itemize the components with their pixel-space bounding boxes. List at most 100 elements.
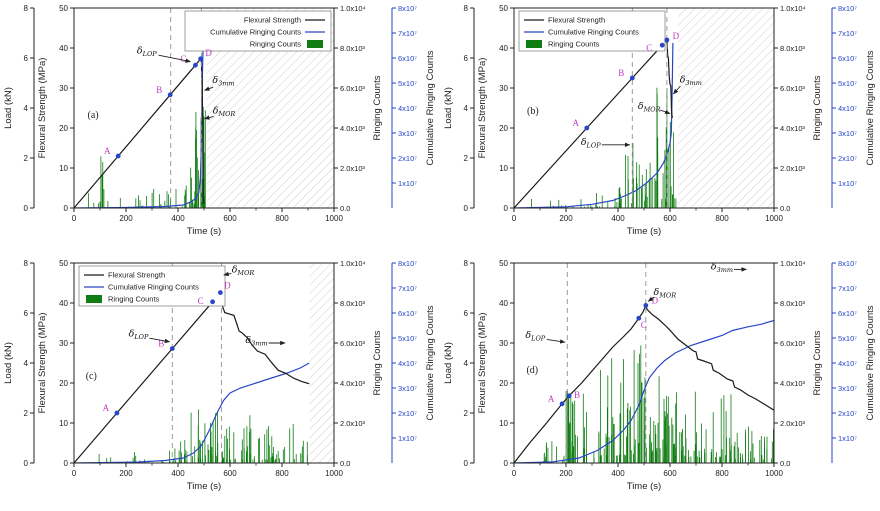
svg-text:800: 800 (275, 469, 289, 478)
svg-text:8.0x10³: 8.0x10³ (780, 299, 806, 308)
svg-text:200: 200 (559, 214, 573, 223)
svg-text:20: 20 (499, 124, 508, 133)
svg-text:δLOP: δLOP (137, 46, 157, 59)
svg-text:δLOP: δLOP (581, 137, 601, 150)
svg-text:Ringing Counts: Ringing Counts (108, 295, 160, 304)
svg-text:C: C (646, 43, 652, 53)
svg-text:30: 30 (59, 84, 68, 93)
svg-text:7x10⁷: 7x10⁷ (398, 29, 417, 38)
svg-text:D: D (224, 281, 231, 291)
svg-text:4x10⁷: 4x10⁷ (838, 104, 857, 113)
subplot-c-chart: 0 200 400 600 800 1000 0 10 20 30 40 50 0 2 4 6 8 0.0 2.0x… (3, 259, 436, 492)
svg-text:C: C (641, 320, 647, 330)
svg-text:0.0: 0.0 (780, 459, 790, 468)
svg-text:2.0x10³: 2.0x10³ (340, 164, 366, 173)
svg-text:50: 50 (59, 259, 68, 268)
svg-text:2x10⁷: 2x10⁷ (838, 154, 857, 163)
svg-text:Load (kN): Load (kN) (3, 342, 14, 384)
svg-text:6: 6 (24, 309, 29, 318)
svg-text:Flexural Strength (MPa): Flexural Strength (MPa) (477, 313, 488, 414)
svg-text:δMOR: δMOR (638, 101, 661, 114)
svg-text:3x10⁷: 3x10⁷ (838, 129, 857, 138)
svg-text:Time (s): Time (s) (627, 226, 661, 237)
svg-text:1000: 1000 (325, 214, 343, 223)
svg-text:δLOP: δLOP (525, 330, 545, 343)
svg-text:5x10⁷: 5x10⁷ (838, 79, 857, 88)
svg-text:10: 10 (499, 419, 508, 428)
svg-text:8: 8 (464, 259, 469, 268)
svg-text:200: 200 (119, 214, 133, 223)
svg-text:2x10⁷: 2x10⁷ (398, 409, 417, 418)
svg-text:4: 4 (464, 104, 469, 113)
svg-text:1x10⁷: 1x10⁷ (398, 434, 417, 443)
svg-text:Flexural Strength (MPa): Flexural Strength (MPa) (477, 58, 488, 159)
svg-text:600: 600 (223, 469, 237, 478)
svg-text:10: 10 (59, 419, 68, 428)
svg-text:6x10⁷: 6x10⁷ (398, 309, 417, 318)
svg-text:4.0x10³: 4.0x10³ (340, 379, 366, 388)
svg-text:8: 8 (464, 4, 469, 13)
svg-text:0: 0 (72, 469, 77, 478)
svg-text:8.0x10³: 8.0x10³ (340, 299, 366, 308)
svg-text:D: D (205, 48, 212, 58)
svg-text:Ringing Counts: Ringing Counts (812, 330, 823, 395)
svg-text:A: A (104, 146, 111, 156)
svg-text:Cumulative Ringing Counts: Cumulative Ringing Counts (865, 305, 876, 420)
svg-text:400: 400 (611, 469, 625, 478)
svg-text:4x10⁷: 4x10⁷ (398, 104, 417, 113)
svg-text:Flexural Strength (MPa): Flexural Strength (MPa) (37, 313, 48, 414)
svg-text:D: D (673, 31, 680, 41)
svg-text:600: 600 (663, 469, 677, 478)
svg-text:6: 6 (464, 309, 469, 318)
svg-text:δMOR: δMOR (232, 265, 255, 278)
svg-text:7x10⁷: 7x10⁷ (398, 284, 417, 293)
svg-text:Cumulative Ringing Counts: Cumulative Ringing Counts (108, 283, 199, 292)
svg-text:50: 50 (59, 4, 68, 13)
svg-text:40: 40 (59, 44, 68, 53)
svg-text:30: 30 (499, 339, 508, 348)
svg-text:1.0x10⁴: 1.0x10⁴ (340, 4, 366, 13)
svg-text:600: 600 (223, 214, 237, 223)
svg-text:1000: 1000 (765, 214, 783, 223)
svg-text:0: 0 (504, 459, 509, 468)
svg-text:4x10⁷: 4x10⁷ (398, 359, 417, 368)
svg-text:0: 0 (512, 214, 517, 223)
svg-text:1x10⁷: 1x10⁷ (838, 434, 857, 443)
svg-text:Time (s): Time (s) (627, 481, 661, 492)
svg-text:0: 0 (464, 204, 469, 213)
svg-text:20: 20 (499, 379, 508, 388)
svg-text:0.0: 0.0 (340, 204, 350, 213)
svg-text:Flexural Strength: Flexural Strength (108, 271, 165, 280)
svg-text:6x10⁷: 6x10⁷ (398, 54, 417, 63)
svg-text:2: 2 (464, 409, 469, 418)
svg-text:3x10⁷: 3x10⁷ (398, 384, 417, 393)
subplot-d-chart: 0 200 400 600 800 1000 0 10 20 30 40 50 0 2 4 6 8 0.0 2.0x… (443, 259, 876, 492)
svg-text:3x10⁷: 3x10⁷ (398, 129, 417, 138)
svg-text:400: 400 (171, 469, 185, 478)
svg-text:4x10⁷: 4x10⁷ (838, 359, 857, 368)
svg-text:D: D (652, 295, 659, 305)
svg-text:5x10⁷: 5x10⁷ (398, 79, 417, 88)
svg-text:200: 200 (559, 469, 573, 478)
svg-text:Ringing Counts: Ringing Counts (372, 75, 383, 140)
svg-text:6: 6 (24, 54, 29, 63)
svg-text:30: 30 (499, 84, 508, 93)
svg-text:800: 800 (715, 469, 729, 478)
svg-text:Time (s): Time (s) (187, 481, 221, 492)
svg-text:4.0x10³: 4.0x10³ (780, 124, 806, 133)
svg-text:Flexural Strength: Flexural Strength (244, 16, 301, 25)
svg-text:(d): (d) (526, 365, 538, 376)
svg-text:δ3mm: δ3mm (212, 75, 234, 88)
svg-text:6.0x10³: 6.0x10³ (340, 84, 366, 93)
svg-text:Cumulative Ringing Counts: Cumulative Ringing Counts (548, 28, 639, 37)
svg-text:0: 0 (72, 214, 77, 223)
svg-text:B: B (156, 85, 162, 95)
svg-text:δ3mm: δ3mm (711, 261, 733, 274)
svg-text:10: 10 (499, 164, 508, 173)
svg-text:2.0x10³: 2.0x10³ (780, 419, 806, 428)
svg-text:6x10⁷: 6x10⁷ (838, 309, 857, 318)
svg-text:δ3mm: δ3mm (680, 74, 702, 87)
svg-text:0: 0 (24, 459, 29, 468)
svg-text:Cumulative Ringing Counts: Cumulative Ringing Counts (210, 28, 301, 37)
svg-text:B: B (158, 339, 164, 349)
